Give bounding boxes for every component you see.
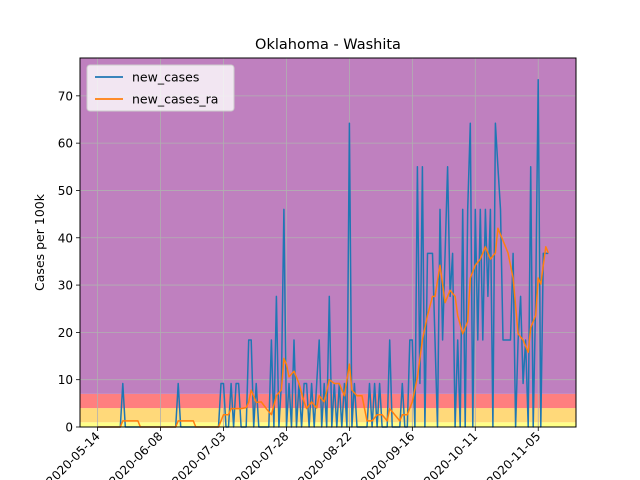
y-tick-label: 10	[58, 373, 73, 387]
y-tick-label: 20	[58, 326, 73, 340]
background-band-2	[80, 393, 576, 409]
y-tick-label: 30	[58, 279, 73, 293]
legend-label-new_cases_ra: new_cases_ra	[132, 92, 218, 107]
y-axis-label: Cases per 100k	[32, 193, 47, 291]
y-tick-label: 70	[58, 89, 73, 103]
x-tick-label: 2020-05-14	[44, 429, 103, 480]
x-tick-label: 2020-07-03	[169, 429, 228, 480]
legend-box	[86, 64, 235, 112]
chart-title: Oklahoma - Washita	[255, 37, 401, 53]
legend-label-new_cases: new_cases	[132, 70, 199, 85]
legend: new_cases new_cases_ra	[86, 64, 235, 112]
x-tick-label: 2020-06-08	[106, 429, 165, 480]
x-tick-label: 2020-08-22	[295, 429, 354, 480]
x-tick-label: 2020-11-05	[484, 429, 543, 480]
x-axis: 2020-05-14 2020-06-08 2020-07-03 2020-07-28…	[44, 427, 543, 480]
plot-frame	[79, 57, 577, 428]
background-band-1	[80, 408, 576, 423]
x-tick-label: 2020-10-11	[421, 429, 480, 480]
y-axis: 0 10 20 30 40 50 60 70	[58, 89, 80, 435]
y-tick-label: 60	[58, 137, 73, 151]
x-tick-label: 2020-07-28	[232, 429, 291, 480]
background-band-0	[80, 422, 576, 427]
series-line-new_cases_ra	[97, 227, 549, 428]
y-tick-label: 50	[58, 184, 73, 198]
y-tick-label: 40	[58, 231, 73, 245]
x-tick-label: 2020-09-16	[358, 429, 417, 480]
y-tick-label: 0	[65, 421, 73, 435]
